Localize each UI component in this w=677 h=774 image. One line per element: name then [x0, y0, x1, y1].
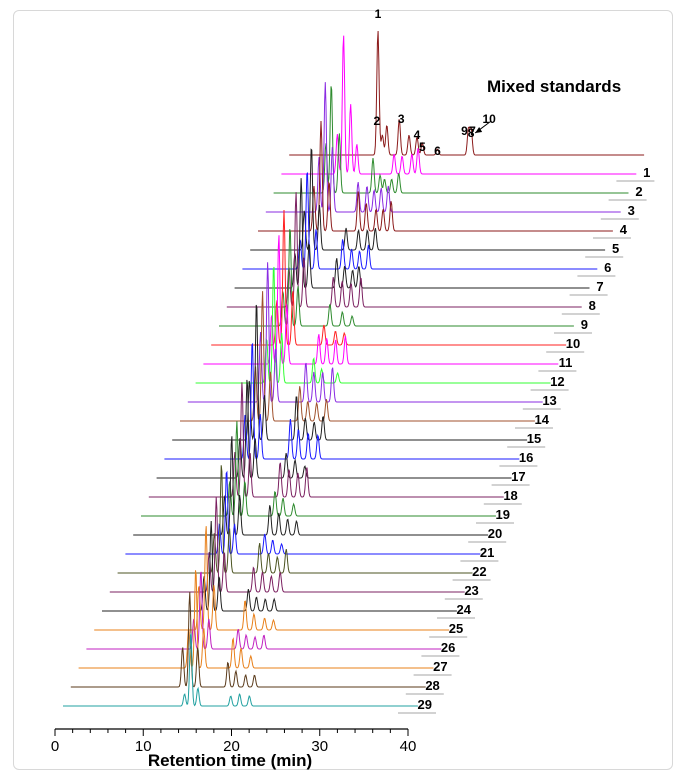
peak-labels: 1 2 345 6 789 10	[373, 7, 496, 158]
trace-12	[195, 266, 551, 384]
peak-10-arrowhead	[475, 127, 483, 133]
trace-10	[211, 209, 567, 346]
trace-28	[70, 592, 426, 688]
trace-label: 29	[418, 697, 432, 712]
peak-label: 7	[469, 124, 476, 138]
trace-label: 18	[503, 488, 517, 503]
trace-2	[273, 86, 629, 194]
x-tick-label: 30	[311, 738, 328, 755]
trace-label: 13	[542, 393, 556, 408]
trace-label: 14	[535, 412, 550, 427]
figure-frame	[13, 10, 673, 770]
trace-label: 17	[511, 469, 525, 484]
peak-label: 8	[468, 126, 475, 140]
trace-label: 5	[612, 241, 619, 256]
trace-23	[109, 497, 465, 593]
trace-label: 15	[527, 431, 541, 446]
chromatogram-traces	[63, 30, 645, 707]
peak-label: 6	[434, 144, 441, 158]
x-tick-label: 10	[135, 738, 152, 755]
trace-label: 24	[457, 602, 472, 617]
trace-label: 6	[604, 260, 611, 275]
trace-1	[281, 35, 637, 175]
trace-label: 8	[589, 298, 596, 313]
trace-label: 9	[581, 317, 588, 332]
peak-label: 3	[398, 112, 405, 126]
trace-label: 25	[449, 621, 463, 636]
trace-label: 7	[596, 279, 603, 294]
peak-label: 1	[375, 7, 382, 21]
trace-3	[265, 82, 621, 213]
trace-label: 3	[628, 203, 635, 218]
trace-6	[242, 172, 598, 270]
x-tick-label: 0	[51, 738, 59, 755]
trace-label: 2	[635, 184, 642, 199]
trace-27	[78, 570, 434, 669]
trace-14	[180, 291, 535, 422]
trace-24	[102, 520, 457, 612]
peak-label: 4	[414, 128, 421, 142]
trace-label: 4	[620, 222, 628, 237]
trace-label: 26	[441, 640, 455, 655]
peak-label: 5	[419, 140, 426, 154]
trace-13	[187, 262, 543, 403]
trace-25	[94, 526, 450, 631]
peak-label: 9	[461, 124, 468, 138]
trace-17	[156, 379, 512, 479]
trace-label: 22	[472, 564, 486, 579]
trace-7	[234, 178, 590, 289]
trace-5	[250, 148, 606, 251]
x-axis-label: Retention time (min)	[148, 751, 312, 770]
trace-26	[86, 571, 442, 650]
trace-4	[258, 120, 613, 232]
trace-label: 27	[433, 659, 447, 674]
peak-label: 10	[482, 112, 496, 126]
trace-label: 16	[519, 450, 533, 465]
trace-labels: 1234567891011121314151617181920212223242…	[398, 165, 655, 714]
trace-label: 21	[480, 545, 494, 560]
trace-label: 23	[464, 583, 478, 598]
trace-11	[203, 235, 559, 365]
trace-label: 12	[550, 374, 564, 389]
trace-label: 19	[496, 507, 510, 522]
trace-label: 11	[559, 355, 573, 370]
trace-20	[133, 436, 489, 536]
trace-19	[141, 421, 496, 517]
trace-22	[117, 465, 473, 574]
trace-label: 1	[643, 165, 650, 180]
x-axis: 0 10 20 30 40	[51, 728, 417, 755]
x-tick-label: 20	[223, 738, 240, 755]
x-tick-label: 40	[400, 738, 417, 755]
trace-29	[63, 633, 418, 707]
trace-label: 28	[425, 678, 439, 693]
trace-label: 10	[566, 336, 580, 351]
trace-16	[164, 342, 520, 460]
trace-label: 20	[488, 526, 502, 541]
trace-18	[148, 382, 504, 498]
chart-title: Mixed standards	[487, 77, 621, 96]
trace-21	[125, 470, 481, 555]
peak-label: 2	[373, 114, 380, 128]
